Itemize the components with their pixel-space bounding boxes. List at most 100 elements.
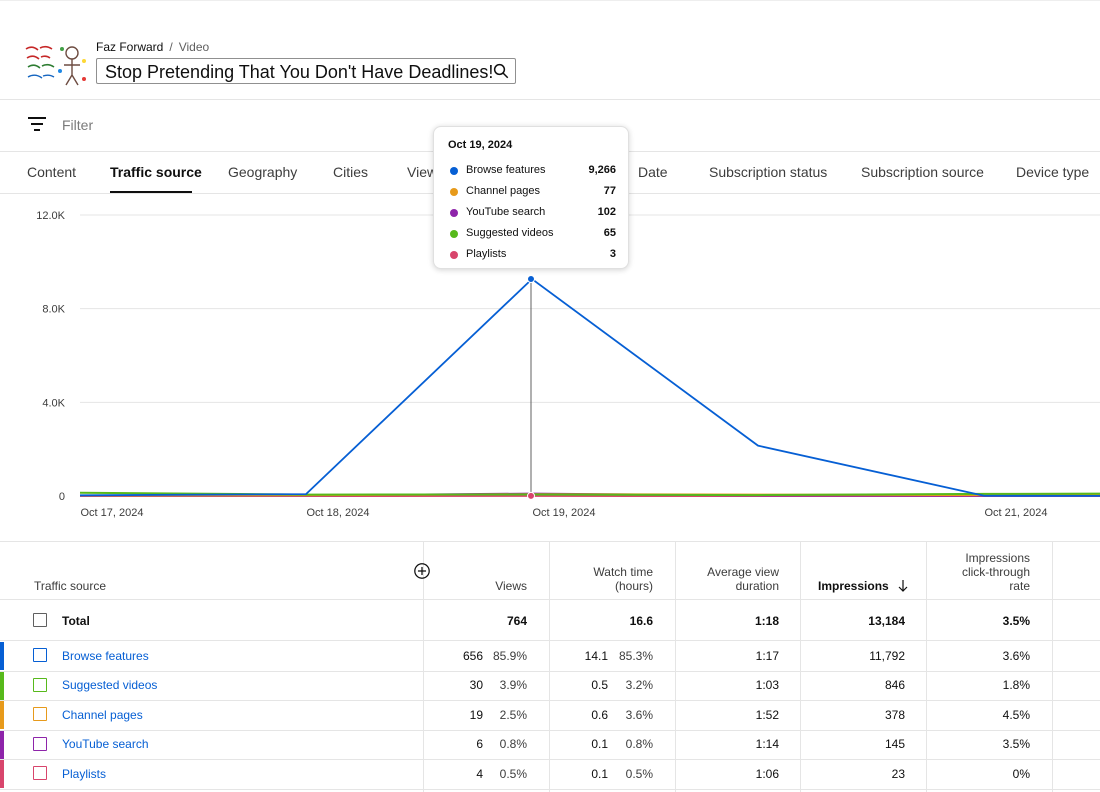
x-tick-label: Oct 19, 2024: [533, 507, 596, 519]
page-header: Faz Forward/Video Stop Pretending That Y…: [0, 0, 1100, 100]
header-views[interactable]: Views: [495, 579, 527, 593]
tab-device-type[interactable]: Device type: [1016, 164, 1089, 180]
row-views: 19: [470, 708, 483, 722]
tooltip-series-name: Browse features: [466, 164, 545, 176]
legend-dot: [450, 167, 458, 175]
row-impressions: 23: [892, 767, 905, 781]
total-label: Total: [62, 614, 90, 628]
row-views-percent: 0.8%: [500, 737, 527, 751]
tab-content[interactable]: Content: [27, 164, 76, 180]
row-label[interactable]: YouTube search: [62, 737, 149, 751]
row-views: 6: [476, 737, 483, 751]
header-watch-time[interactable]: Watch time (hours): [593, 565, 653, 593]
row-views-percent: 0.5%: [500, 767, 527, 781]
row-watch-time-percent: 0.5%: [626, 767, 653, 781]
x-tick-label: Oct 18, 2024: [307, 507, 370, 519]
data-point: [528, 492, 535, 499]
tab-subscription-status[interactable]: Subscription status: [709, 164, 827, 180]
column-divider: [1052, 542, 1053, 792]
row-watch-time-percent: 85.3%: [619, 649, 653, 663]
header-traffic-source[interactable]: Traffic source: [34, 579, 106, 593]
row-label[interactable]: Channel pages: [62, 708, 143, 722]
total-watch-time: 16.6: [630, 614, 653, 628]
tab-cities[interactable]: Cities: [333, 164, 368, 180]
row-ctr: 4.5%: [1003, 708, 1030, 722]
total-checkbox[interactable]: [33, 613, 47, 627]
row-average-view-duration: 1:52: [756, 708, 779, 722]
column-divider: [549, 542, 550, 792]
row-watch-time: 0.1: [591, 737, 608, 751]
tooltip-row: Suggested videos 65: [448, 227, 616, 241]
legend-dot: [450, 188, 458, 196]
row-views-percent: 2.5%: [500, 708, 527, 722]
tooltip-row: Browse features 9,266: [448, 164, 616, 178]
tab-geography[interactable]: Geography: [228, 164, 297, 180]
row-impressions: 846: [885, 678, 905, 692]
row-label[interactable]: Playlists: [62, 767, 106, 781]
tab-traffic-source[interactable]: Traffic source: [110, 164, 202, 180]
row-impressions: 145: [885, 737, 905, 751]
tooltip-series-name: Playlists: [466, 248, 506, 260]
header-line: Average view: [707, 565, 779, 579]
column-divider: [926, 542, 927, 792]
legend-dot: [450, 251, 458, 259]
y-tick-label: 4.0K: [42, 397, 65, 409]
row-impressions: 378: [885, 708, 905, 722]
video-thumbnail[interactable]: [24, 41, 90, 89]
row-checkbox[interactable]: [33, 648, 47, 662]
row-checkbox[interactable]: [33, 766, 47, 780]
arrow-down-icon: [898, 580, 908, 592]
row-watch-time-percent: 0.8%: [626, 737, 653, 751]
series-line: [80, 279, 1100, 496]
tooltip-series-value: 102: [598, 206, 616, 218]
add-circle-icon[interactable]: [413, 562, 431, 580]
video-selector[interactable]: Stop Pretending That You Don't Have Dead…: [96, 58, 516, 84]
filter-input[interactable]: Filter: [62, 117, 93, 133]
series-color-bar: [0, 701, 4, 729]
header-line: Watch time: [593, 565, 653, 579]
row-checkbox[interactable]: [33, 678, 47, 692]
search-icon[interactable]: [492, 62, 510, 80]
chart-tooltip: Oct 19, 2024 Browse features 9,266 Chann…: [433, 126, 629, 269]
tooltip-series-name: Suggested videos: [466, 227, 553, 239]
row-views: 4: [476, 767, 483, 781]
row-divider: [0, 640, 1100, 641]
series-color-bar: [0, 642, 4, 670]
header-impressions-ctr[interactable]: Impressions click-through rate: [962, 551, 1030, 593]
row-watch-time-percent: 3.6%: [626, 708, 653, 722]
row-checkbox[interactable]: [33, 737, 47, 751]
tooltip-series-name: YouTube search: [466, 206, 545, 218]
traffic-source-table: Traffic source Views Watch time (hours) …: [0, 541, 1100, 791]
row-watch-time: 0.6: [591, 708, 608, 722]
data-point: [528, 276, 535, 283]
header-impressions[interactable]: Impressions: [818, 579, 908, 593]
tooltip-series-value: 3: [610, 248, 616, 260]
row-divider: [0, 700, 1100, 701]
row-divider: [0, 730, 1100, 731]
breadcrumb-channel[interactable]: Faz Forward: [96, 40, 163, 54]
row-checkbox[interactable]: [33, 707, 47, 721]
row-ctr: 1.8%: [1003, 678, 1030, 692]
tab-subscription-source[interactable]: Subscription source: [861, 164, 984, 180]
header-line: click-through: [962, 565, 1030, 579]
row-views: 30: [470, 678, 483, 692]
row-ctr: 3.6%: [1003, 649, 1030, 663]
total-ctr: 3.5%: [1003, 614, 1030, 628]
breadcrumb-separator: /: [169, 40, 172, 54]
y-tick-label: 8.0K: [42, 304, 65, 316]
row-divider: [0, 759, 1100, 760]
row-average-view-duration: 1:17: [756, 649, 779, 663]
series-color-bar: [0, 731, 4, 759]
row-label[interactable]: Browse features: [62, 649, 149, 663]
row-average-view-duration: 1:14: [756, 737, 779, 751]
y-tick-label: 12.0K: [36, 210, 65, 222]
header-average-view-duration[interactable]: Average view duration: [707, 565, 779, 593]
row-label[interactable]: Suggested videos: [62, 678, 157, 692]
row-watch-time-percent: 3.2%: [626, 678, 653, 692]
row-average-view-duration: 1:03: [756, 678, 779, 692]
tooltip-series-value: 9,266: [588, 164, 616, 176]
filter-icon[interactable]: [28, 117, 46, 131]
tab-date[interactable]: Date: [638, 164, 668, 180]
total-average-view-duration: 1:18: [755, 614, 779, 628]
